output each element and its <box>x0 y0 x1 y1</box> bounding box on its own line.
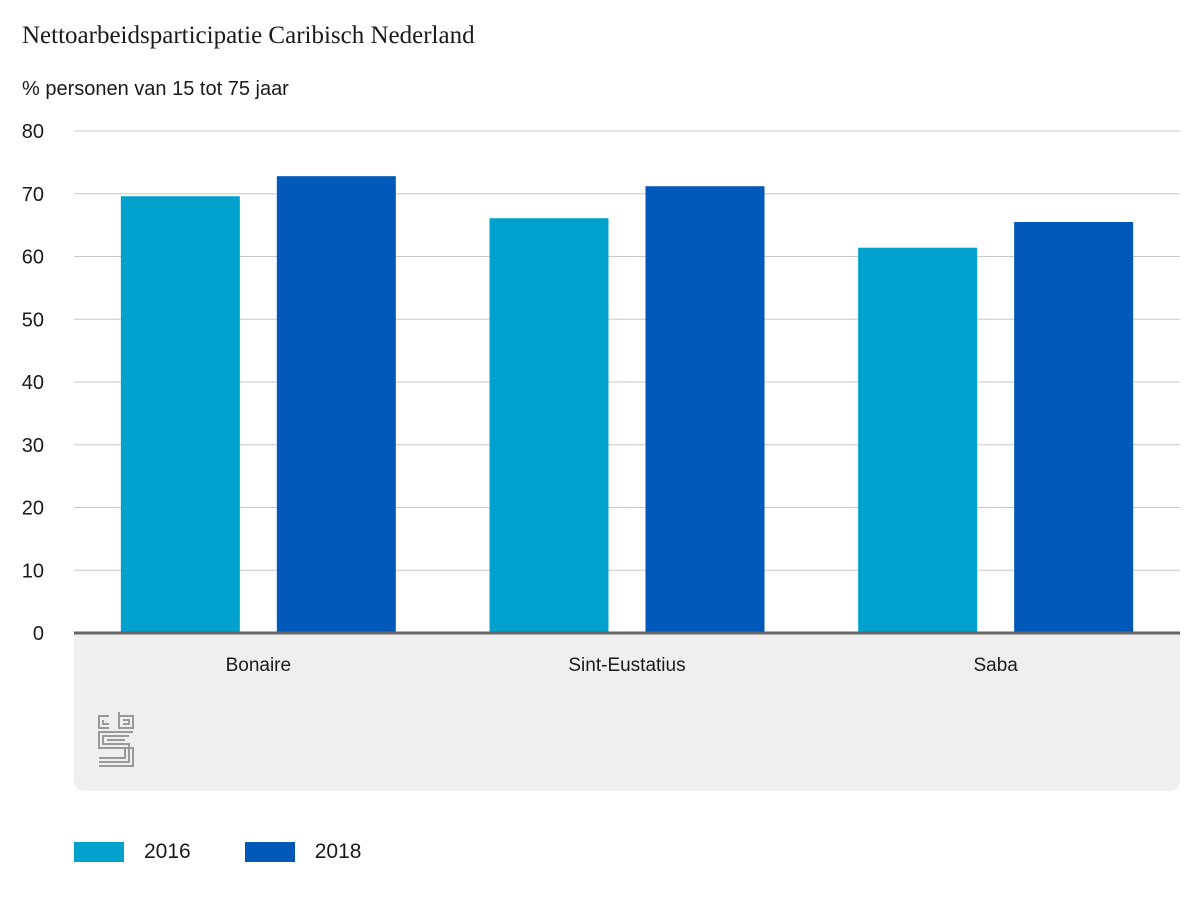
legend-item-2018: 2018 <box>244 840 362 864</box>
y-tick-label: 30 <box>22 435 44 457</box>
bar-saba-2018 <box>1014 221 1134 634</box>
legend: 2016 2018 <box>74 840 415 864</box>
y-tick-label: 40 <box>22 372 44 394</box>
y-tick-label: 20 <box>22 498 44 520</box>
legend-label-2018: 2018 <box>314 840 362 863</box>
bar-sint-eustatius-2018 <box>645 186 765 633</box>
y-tick-label: 70 <box>22 184 44 206</box>
bar-bonaire-2016 <box>120 196 240 633</box>
legend-item-2016: 2016 <box>74 840 191 864</box>
chart-subtitle: % personen van 15 tot 75 jaar <box>22 78 289 100</box>
x-category-label: Saba <box>973 655 1018 676</box>
x-category-label: Bonaire <box>226 655 292 676</box>
category-panel <box>74 634 1180 791</box>
bar-bonaire-2018 <box>276 176 396 633</box>
y-tick-label: 50 <box>22 309 44 331</box>
y-tick-label: 80 <box>22 121 44 143</box>
y-tick-label: 60 <box>22 247 44 269</box>
legend-swatch-2018 <box>244 842 295 862</box>
chart-title: Nettoarbeidsparticipatie Caribisch Neder… <box>22 22 475 49</box>
y-tick-label: 0 <box>33 623 44 645</box>
bar-sint-eustatius-2016 <box>489 218 609 633</box>
cbs-logo-icon <box>98 712 134 767</box>
x-category-label: Sint-Eustatius <box>568 655 685 676</box>
legend-label-2016: 2016 <box>144 840 191 863</box>
bar-saba-2016 <box>858 247 978 633</box>
y-tick-label: 10 <box>22 560 44 582</box>
legend-swatch-2016 <box>74 842 124 862</box>
